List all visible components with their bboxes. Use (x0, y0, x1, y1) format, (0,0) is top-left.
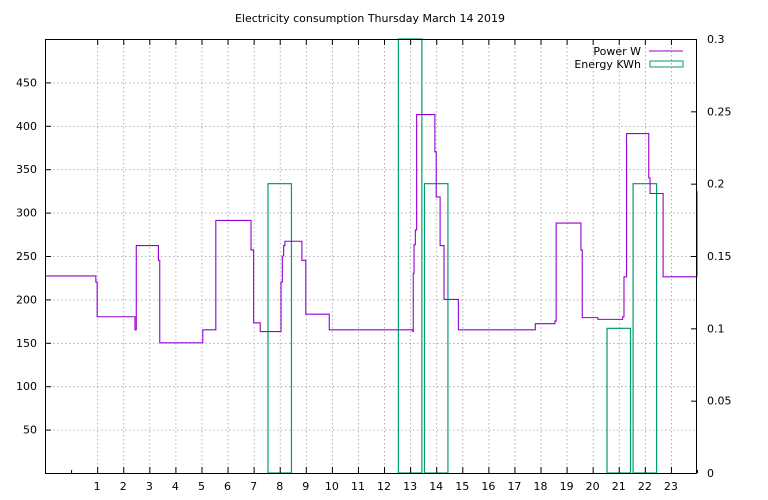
y2-tick-label: 0.25 (707, 105, 732, 118)
x-tick-label: 11 (351, 480, 365, 493)
axis-ticks: 1 2 3 4 5 6 7 8 9 10 11 12 13 14 15 16 17 18 19 20 21 22 23501… (16, 33, 732, 493)
y-tick-label: 450 (16, 76, 37, 89)
x-tick-label: 8 (276, 480, 283, 493)
y2-tick-label: 0.1 (707, 322, 725, 335)
x-tick-label: 22 (638, 480, 652, 493)
grid (45, 39, 697, 473)
y2-tick-label: 0.05 (707, 395, 732, 408)
x-tick-label: 7 (250, 480, 257, 493)
y-tick-label: 400 (16, 120, 37, 133)
power-series-line (45, 113, 698, 344)
x-tick-label: 17 (507, 480, 521, 493)
legend-power-label: Power W (593, 45, 641, 58)
y2-tick-label: 0.15 (707, 250, 732, 263)
y-tick-label: 100 (16, 380, 37, 393)
x-tick-label: 2 (120, 480, 127, 493)
y2-tick-label: 0.3 (707, 33, 725, 46)
x-tick-label: 18 (534, 480, 548, 493)
legend: Power W Energy KWh (574, 45, 684, 71)
y-tick-label: 200 (16, 293, 37, 306)
y-tick-label: 150 (16, 337, 37, 350)
chart-title: Electricity consumption Thursday March 1… (235, 12, 505, 25)
y-tick-label: 250 (16, 250, 37, 263)
y2-tick-label: 0.2 (707, 178, 725, 191)
x-tick-label: 3 (146, 480, 153, 493)
x-tick-label: 9 (302, 480, 309, 493)
legend-energy-swatch (649, 60, 684, 68)
energy-bars (267, 38, 658, 474)
x-tick-label: 1 (94, 480, 101, 493)
x-tick-label: 12 (377, 480, 391, 493)
energy-bar (267, 183, 293, 474)
x-tick-label: 13 (403, 480, 417, 493)
energy-bar (423, 183, 449, 474)
x-tick-label: 4 (172, 480, 179, 493)
x-tick-label: 14 (429, 480, 443, 493)
plot-frame (45, 39, 697, 474)
x-tick-label: 23 (664, 480, 678, 493)
y-tick-label: 50 (23, 424, 37, 437)
energy-bar (606, 327, 632, 474)
x-tick-label: 21 (612, 480, 626, 493)
y-tick-label: 350 (16, 163, 37, 176)
x-tick-label: 16 (481, 480, 495, 493)
energy-bar (397, 38, 423, 474)
x-tick-label: 15 (455, 480, 469, 493)
legend-energy-label: Energy KWh (574, 58, 641, 71)
y-tick-label: 300 (16, 207, 37, 220)
x-tick-label: 10 (325, 480, 339, 493)
x-tick-label: 5 (198, 480, 205, 493)
energy-bar (632, 183, 658, 474)
power-line (45, 113, 698, 344)
x-tick-label: 19 (560, 480, 574, 493)
y2-tick-label: 0 (707, 467, 714, 480)
x-tick-label: 6 (224, 480, 231, 493)
x-tick-label: 20 (586, 480, 600, 493)
